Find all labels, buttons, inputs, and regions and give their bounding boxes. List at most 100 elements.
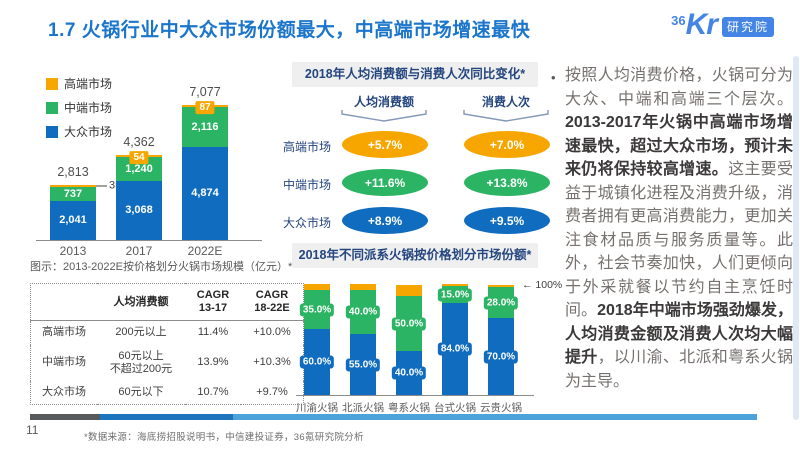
uplift-row-label: 高端市场 xyxy=(283,140,332,154)
bar-segment: 40.0% xyxy=(345,290,381,334)
commentary: • 按照人均消费价格，火锅可分为大众、中端和高端三个层次。 2013-2017年火… xyxy=(550,64,793,393)
commentary-segment: 这主要受益于城镇化进程及消费升级，消费者拥有更高消费能力，更加关注食材品质与服务… xyxy=(565,161,793,319)
bar-segment-chip: 54 xyxy=(129,151,149,165)
table-header-cell xyxy=(30,283,97,322)
stacked-bar: 55.0% 40.0% xyxy=(345,284,381,395)
bar-segment xyxy=(396,285,422,296)
table-cell: 10.7% xyxy=(197,385,229,398)
commentary-segment: 2013-2017年火锅中高端市场增速最快，超过大众市场，预计未来仍将保持较高增… xyxy=(565,114,793,178)
commentary-text: 按照人均消费价格，火锅可分为大众、中端和高端三个层次。 2013-2017年火锅中… xyxy=(565,67,793,390)
legend-swatch xyxy=(46,77,58,90)
bar-segment: 87 xyxy=(182,101,228,115)
bar-segment: 2,041 xyxy=(50,201,96,240)
uplift-row: 中端市场 +11.6% +13.8% xyxy=(283,169,550,207)
bar-segment: 28.0% xyxy=(483,287,519,318)
table-cell: 13.9% xyxy=(197,356,229,369)
logo-kr-text: Kr xyxy=(685,8,718,41)
table-header-cell: CAGR 13-17 xyxy=(185,283,241,322)
logo-research-badge: 研究院 xyxy=(721,17,774,37)
uplift-spend-pill: +8.9% xyxy=(342,207,428,234)
table-cell: +10.3% xyxy=(253,356,291,369)
table-cell: 200元以上 xyxy=(115,326,167,339)
legend-item: 高端市场 xyxy=(46,75,112,92)
table-row: 大众市场 60元以下 10.7% +9.7% xyxy=(31,381,304,405)
table-header-cell: CAGR 18-22E xyxy=(241,283,304,322)
bar-total-label: 2,813 xyxy=(57,165,89,179)
x-axis-label: 北派火锅 xyxy=(342,402,384,414)
stacked-bar: 3,068 1,240 54 4,362 xyxy=(116,135,162,240)
bar-segment: 40.0% xyxy=(391,351,427,395)
bar-segment-chip: 35.0% xyxy=(299,303,335,316)
bar-segment: 737 xyxy=(50,187,96,201)
right-edge-strip xyxy=(793,56,799,420)
table-cell: 中端市场 xyxy=(42,356,86,369)
uplift-row-label: 中端市场 xyxy=(283,178,332,192)
table-cell: +9.7% xyxy=(256,385,288,398)
x-axis-label: 2013 xyxy=(59,244,87,258)
bar-segment xyxy=(442,284,468,286)
uplift-column-spend: 人均消费额 xyxy=(341,95,427,122)
bar-segment: 55.0% xyxy=(345,334,381,395)
chart-legend: 高端市场中端市场大众市场 xyxy=(46,75,112,147)
legend-label: 大众市场 xyxy=(64,125,113,139)
commentary-segment: 2018年中端市场强劲爆发，人均消费金额及消费人次均大幅提升 xyxy=(565,302,793,366)
legend-item: 大众市场 xyxy=(46,123,112,140)
x-axis-label: 云贵火锅 xyxy=(480,402,522,414)
bar-total-label: 4,362 xyxy=(123,135,155,149)
bar-segment-chip: 28.0% xyxy=(483,296,519,309)
school-share-panel-title: 2018年不同派系火锅按价格划分市场份额* xyxy=(292,243,538,268)
bar-segment-chip: 84.0% xyxy=(437,342,473,356)
uplift-column-spend-label: 人均消费额 xyxy=(353,95,414,109)
table-cell: 60元以下 xyxy=(118,385,164,398)
page-title: 1.7 火锅行业中大众市场份额最大，中高端市场增速最快 xyxy=(48,20,531,41)
x-axis-label: 川渝火锅 xyxy=(296,402,338,414)
bar-segment-chip: 40.0% xyxy=(345,305,381,319)
uplift-row-label: 大众市场 xyxy=(283,216,332,230)
bar-segment: 35 xyxy=(50,180,121,191)
uplift-panel-title: 2018年人均消费额与消费人次同比变化* xyxy=(292,62,538,87)
bar-segment: 4,874 xyxy=(182,147,228,240)
bullet-icon: • xyxy=(551,70,556,85)
logo-36kr: 36 Kr 研究院 xyxy=(671,10,774,40)
school-share-plot: ← 100% 60.0% 35.0% 川渝火锅 55.0% 40.0% 北派火锅 40.0%… xyxy=(294,279,562,419)
price-cagr-table: 人均消费额 CAGR 13-17 CAGR 18-22E 高端市场 200元以上 11.4… xyxy=(30,283,304,406)
bar-segment xyxy=(304,284,330,290)
table-cell: 大众市场 xyxy=(42,385,86,398)
legend-swatch xyxy=(46,125,58,138)
bracket-icon xyxy=(463,110,549,122)
uplift-row: 高端市场 +5.7% +7.0% xyxy=(283,131,550,169)
uplift-row: 大众市场 +8.9% +9.5% xyxy=(283,207,550,245)
table-cell: +10.0% xyxy=(253,326,291,339)
x-axis-label: 2022E xyxy=(187,244,223,258)
bar-segment-chip: 40.0% xyxy=(391,366,427,380)
legend-item: 中端市场 xyxy=(46,99,112,116)
x-axis-label: 2017 xyxy=(125,244,153,258)
uplift-spend-pill: +5.7% xyxy=(342,131,428,158)
market-size-caption: 图示：2013-2022E按价格划分火锅市场规模（亿元）* xyxy=(30,261,293,273)
footer-bar-gray xyxy=(30,414,100,420)
page-number: 11 xyxy=(26,423,39,437)
commentary-segment: 按照人均消费价格，火锅可分为大众、中端和高端三个层次。 xyxy=(565,67,793,108)
market-size-plot: 2,041737352,81320133,0681,240544,3622017… xyxy=(36,72,262,258)
bar-segment: 84.0% xyxy=(437,303,473,395)
stacked-bar: 84.0% 15.0% xyxy=(437,284,473,395)
bar-segment: 50.0% xyxy=(391,296,427,351)
table-header-row: 人均消费额 CAGR 13-17 CAGR 18-22E xyxy=(30,283,304,322)
bar-callout: 35 xyxy=(96,180,121,192)
legend-label: 中端市场 xyxy=(64,101,113,115)
table-cell: 11.4% xyxy=(197,326,229,339)
footer-bar-lightblue xyxy=(233,414,757,420)
uplift-column-visits: 消费人次 xyxy=(463,95,549,122)
bar-segment-chip: 70.0% xyxy=(483,350,519,363)
bar-segment: 70.0% xyxy=(483,318,519,395)
bar-segment xyxy=(488,285,514,287)
bar-segment: 15.0% xyxy=(437,286,473,303)
stacked-bar: 4,874 2,116 87 7,077 xyxy=(182,85,228,240)
bracket-icon xyxy=(341,110,427,122)
uplift-visits-pill: +13.8% xyxy=(464,169,550,196)
table-row: 高端市场 200元以上 11.4% +10.0% xyxy=(31,321,304,345)
footer-bar-blue xyxy=(100,414,233,420)
uplift-column-visits-label: 消费人次 xyxy=(481,95,530,109)
x-axis-label: 粤系火锅 xyxy=(388,402,430,414)
